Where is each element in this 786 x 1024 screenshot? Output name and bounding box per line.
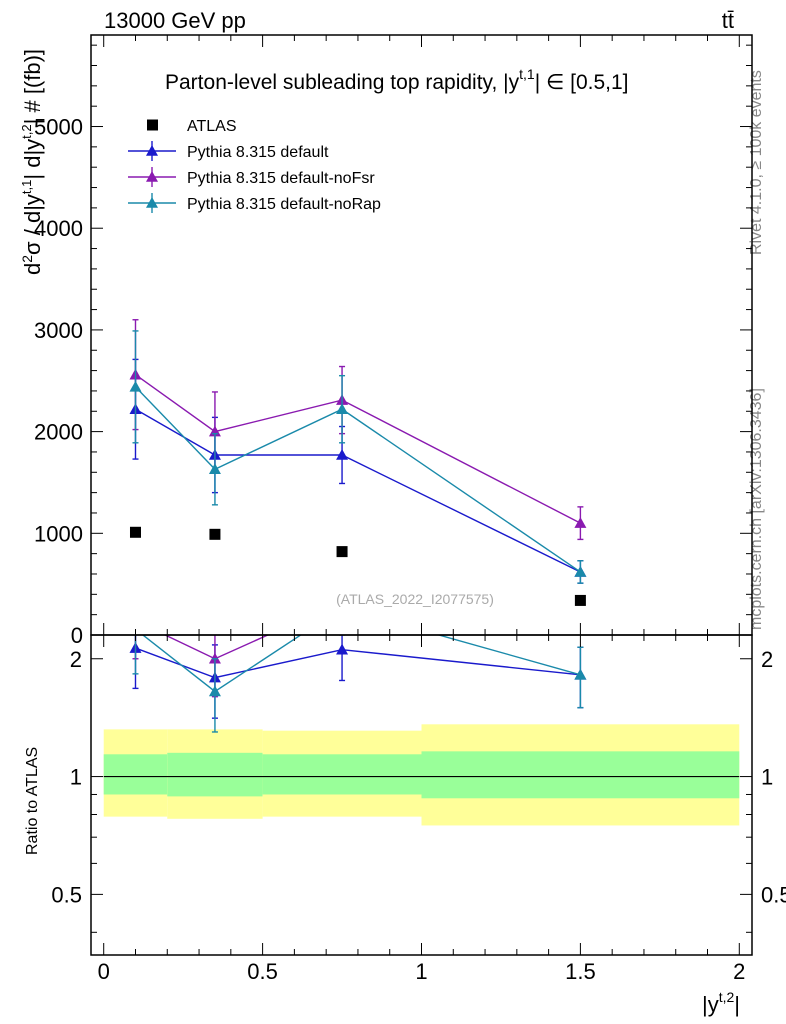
analysis-watermark: (ATLAS_2022_I2077575) — [336, 591, 494, 607]
ratio-point — [574, 668, 587, 680]
uncertainty-band-inner — [103, 754, 168, 795]
ratio-xtick-label: 0 — [98, 959, 110, 984]
legend-label: Pythia 8.315 default-noRap — [187, 196, 381, 213]
main-plot: 1000 2000 3000 4000 5000 0 — [34, 35, 752, 648]
energy-label: 13000 GeV pp — [104, 8, 246, 33]
uncertainty-band-inner — [167, 752, 263, 797]
legend-marker-mc — [146, 171, 158, 182]
ratio-plot-area — [103, 615, 740, 826]
plot-title-sup: t,1 — [519, 66, 535, 82]
ylabel-sup-2: 2 — [19, 255, 35, 263]
ratio-ytick-label-left: 0.5 — [51, 882, 82, 907]
ratio-point — [208, 685, 221, 697]
data-point-atlas — [574, 594, 586, 606]
legend-marker-mc — [146, 145, 158, 156]
ratio-xlabel: |yt,2| — [702, 989, 740, 1017]
series-line — [135, 374, 581, 524]
main-ylabel: d2σ / d|yt,1| d|yt,2| # [(fb)] — [19, 49, 45, 275]
uncertainty-band-inner — [421, 751, 740, 799]
data-point-mc — [574, 565, 587, 577]
ratio-xtick-label: 2 — [733, 959, 745, 984]
data-point-mc — [336, 403, 349, 415]
main-ytick-label: 2000 — [34, 420, 83, 445]
legend-marker-atlas — [147, 119, 158, 131]
ratio-point — [336, 643, 349, 655]
legend: ATLAS Pythia 8.315 default Pythia 8.315 de… — [128, 118, 381, 213]
ratio-ytick-label-left: 2 — [70, 647, 82, 672]
main-ytick-label: 4000 — [34, 216, 83, 241]
main-ytick-label: 1000 — [34, 521, 83, 546]
ratio-xtick-label: 1.5 — [565, 959, 596, 984]
ylabel-sup-t1: t,1 — [19, 180, 34, 194]
main-plot-area — [129, 319, 587, 606]
legend-label: Pythia 8.315 default — [187, 144, 329, 161]
data-point-mc — [336, 449, 349, 460]
ratio-xtick-label: 0.5 — [247, 959, 278, 984]
data-point-atlas — [129, 526, 141, 538]
data-point-atlas — [336, 546, 348, 558]
mcplots-label: mcplots.cern.ch [arXiv:1306.3436] — [748, 388, 765, 630]
main-ytick-label-zero: 0 — [71, 623, 83, 648]
main-ytick-label: 5000 — [34, 115, 83, 140]
ratio-series-line — [135, 647, 581, 679]
ratio-point — [129, 615, 141, 626]
ratio-xtick-label: 1 — [415, 959, 427, 984]
ylabel-sup-t2: t,2 — [19, 124, 34, 138]
ratio-frame — [90, 634, 753, 956]
ratio-series-line — [141, 635, 581, 693]
rivet-label: Rivet 4.1.0, ≥ 100k events — [748, 70, 765, 255]
ratio-series-line — [163, 635, 270, 660]
plot-title-range: | ∈ [0.5,1] — [535, 71, 629, 94]
legend-label: Pythia 8.315 default-noFsr — [187, 170, 375, 187]
series-line — [135, 408, 581, 573]
ratio-ytick-label-right: 2 — [761, 647, 773, 672]
legend-label: ATLAS — [187, 118, 237, 135]
ratio-ytick-label-right: 1 — [761, 765, 773, 790]
ratio-ylabel: Ratio to ATLAS — [24, 747, 41, 855]
ratio-ytick-label-right: 0.5 — [761, 882, 786, 907]
plot-title: Parton-level subleading top rapidity, |y… — [165, 66, 628, 94]
data-point-atlas — [209, 528, 221, 540]
data-point-mc — [208, 463, 221, 475]
uncertainty-band-inner — [262, 754, 422, 795]
plot-title-text: Parton-level subleading top rapidity, |y — [165, 71, 520, 94]
series-line — [134, 386, 581, 573]
legend-marker-mc — [146, 197, 158, 208]
main-ytick-label: 3000 — [34, 318, 83, 343]
data-point-mc — [129, 380, 142, 392]
process-label: tt̄ — [722, 8, 734, 33]
xlabel-sup: t,2 — [719, 989, 735, 1005]
data-point-mc — [574, 517, 587, 528]
ratio-plot: 0.5 0.51 12 20 0.5 1 1.5 2 — [51, 615, 786, 984]
ratio-ytick-label-left: 1 — [70, 765, 82, 790]
